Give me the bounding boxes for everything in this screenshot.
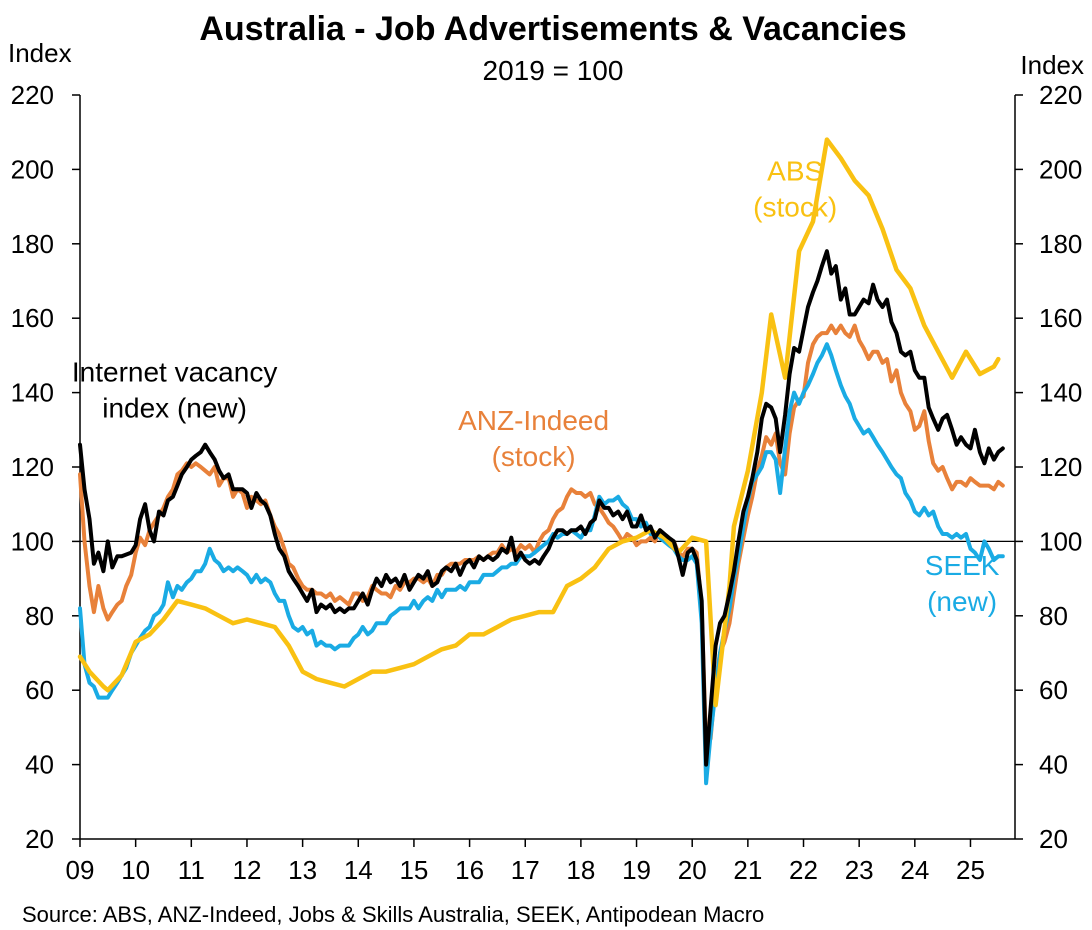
- left-tick-label: 20: [25, 824, 54, 854]
- right-tick-label: 80: [1039, 601, 1068, 631]
- annotation-line: SEEK: [925, 550, 1000, 581]
- right-tick-label: 140: [1039, 378, 1082, 408]
- x-tick-label: 09: [66, 855, 95, 885]
- chart-subtitle: 2019 = 100: [483, 55, 624, 86]
- left-tick-label: 100: [11, 526, 54, 556]
- series-annotation: ABS (stock): [753, 156, 837, 223]
- x-tick-label: 10: [121, 855, 150, 885]
- series-annotation: ANZ-Indeed (stock): [458, 405, 609, 472]
- internet-vacancy-index-line: [78, 249, 1005, 767]
- x-tick-label: 15: [399, 855, 428, 885]
- right-tick-label: 20: [1039, 824, 1068, 854]
- series-layer: [77, 137, 1005, 786]
- left-tick-label: 120: [11, 452, 54, 482]
- left-tick-label: 180: [11, 229, 54, 259]
- left-tick-label: 40: [25, 750, 54, 780]
- right-tick-label: 40: [1039, 750, 1068, 780]
- x-tick-label: 22: [789, 855, 818, 885]
- x-tick-label: 21: [733, 855, 762, 885]
- source-note: Source: ABS, ANZ-Indeed, Jobs & Skills A…: [22, 902, 764, 927]
- left-axis-unit: Index: [8, 38, 72, 68]
- x-tick-label: 11: [178, 855, 205, 885]
- annotation-line: (stock): [492, 441, 576, 472]
- right-tick-label: 120: [1039, 452, 1082, 482]
- right-tick-label: 60: [1039, 675, 1068, 705]
- annotation-line: index (new): [102, 392, 247, 423]
- left-tick-label: 160: [11, 303, 54, 333]
- left-tick-label: 220: [11, 80, 54, 110]
- series-annotation: Internet vacancy index (new): [72, 356, 277, 423]
- x-tick-label: 24: [900, 855, 929, 885]
- annotation-line: (stock): [753, 192, 837, 223]
- right-tick-label: 100: [1039, 526, 1082, 556]
- x-tick-label: 14: [344, 855, 373, 885]
- x-tick-label: 13: [288, 855, 317, 885]
- x-tick-label: 23: [845, 855, 874, 885]
- x-tick-label: 19: [622, 855, 651, 885]
- annotation-line: Internet vacancy: [72, 356, 277, 387]
- x-tick-label: 25: [956, 855, 985, 885]
- right-tick-label: 220: [1039, 80, 1082, 110]
- x-tick-label: 12: [233, 855, 262, 885]
- right-tick-label: 180: [1039, 229, 1082, 259]
- x-tick-label: 20: [678, 855, 707, 885]
- right-tick-label: 200: [1039, 154, 1082, 184]
- series-annotation: SEEK (new): [925, 550, 1000, 617]
- left-tick-label: 80: [25, 601, 54, 631]
- x-tick-label: 16: [455, 855, 484, 885]
- annotation-line: ANZ-Indeed: [458, 405, 609, 436]
- anz-indeed-line: [78, 323, 1005, 748]
- annotation-line: (new): [927, 586, 997, 617]
- annotation-line: ABS: [767, 156, 823, 187]
- x-tick-label: 18: [566, 855, 595, 885]
- x-tick-label: 17: [511, 855, 540, 885]
- annotation-layer: Internet vacancy index (new) ANZ-Indeed (st…: [72, 156, 1000, 617]
- left-tick-label: 200: [11, 154, 54, 184]
- seek-line: [78, 342, 1005, 786]
- left-tick-label: 60: [25, 675, 54, 705]
- right-axis-unit: Index: [1020, 50, 1084, 80]
- abs-line: [77, 137, 1001, 708]
- left-tick-label: 140: [11, 378, 54, 408]
- chart-title: Australia - Job Advertisements & Vacanci…: [199, 10, 906, 48]
- right-tick-label: 160: [1039, 303, 1082, 333]
